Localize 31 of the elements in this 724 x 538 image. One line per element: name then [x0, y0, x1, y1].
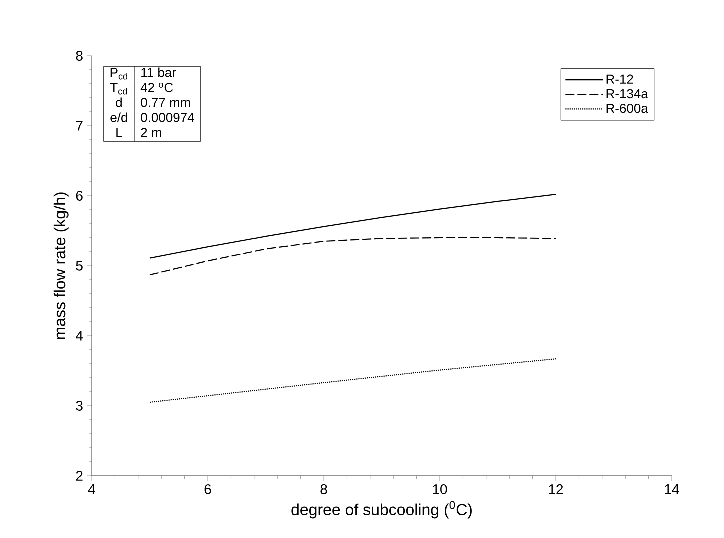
x-tick-label: 6 — [204, 484, 212, 494]
annotation: d — [116, 98, 122, 108]
annotation: 11 bar — [142, 68, 176, 78]
annotation: 2 m — [141, 128, 162, 138]
y-tick-label: 6 — [76, 191, 83, 201]
y-axis-title: mass flow rate (kg/h) — [54, 192, 69, 340]
x-tick-label: 8 — [320, 484, 328, 494]
y-tick-label: 3 — [76, 401, 83, 411]
y-tick-label: 2 — [76, 471, 83, 481]
line-series — [149, 237, 557, 276]
y-tick-label: 5 — [76, 261, 83, 271]
annotation: P$_{cd}$ — [110, 68, 128, 80]
line-series — [149, 358, 557, 404]
y-tick-label: 8 — [76, 51, 83, 61]
x-tick-label: 12 — [549, 484, 564, 494]
y-tick-label: 4 — [76, 331, 84, 341]
annotation: e/d — [110, 112, 128, 122]
x-tick-label: 4 — [88, 484, 96, 494]
line-series — [149, 194, 557, 259]
annotation: 0.000974 — [141, 113, 194, 122]
annotation: 42 $^{o}$C — [140, 82, 174, 92]
annotation: 0.77 mm — [141, 98, 190, 108]
legend-label: R-600a — [606, 104, 648, 114]
x-axis-title: degree of subcooling ($^{0}$C) — [292, 501, 472, 519]
legend-label: R-134a — [606, 89, 648, 99]
legend-label: R-12 — [606, 74, 634, 84]
y-tick-label: 7 — [76, 121, 83, 131]
annotation: L — [116, 128, 122, 138]
x-tick-label: 10 — [433, 484, 448, 494]
x-tick-label: 14 — [665, 484, 680, 494]
annotation: T$_{cd}$ — [110, 83, 128, 95]
